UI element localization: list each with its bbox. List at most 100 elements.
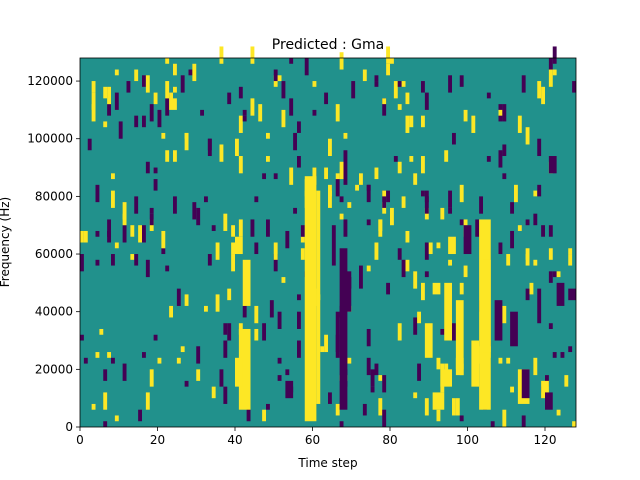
- cell-high: [328, 138, 332, 157]
- cell-low: [238, 86, 243, 99]
- cell-high: [405, 92, 410, 105]
- cell-low: [459, 219, 464, 226]
- cell-high: [304, 176, 317, 422]
- cell-high: [235, 357, 243, 387]
- cell-low: [149, 213, 154, 226]
- cell-low: [111, 254, 115, 266]
- cell-high: [122, 202, 127, 220]
- x-tick-label: 40: [227, 433, 242, 447]
- cell-high: [436, 357, 441, 370]
- cell-low: [382, 98, 387, 116]
- cell-high: [111, 190, 115, 208]
- cell-low: [207, 254, 212, 266]
- cell-high: [541, 86, 546, 105]
- cell-low: [134, 196, 139, 214]
- cell-low: [452, 132, 456, 145]
- cell-low: [223, 340, 228, 358]
- cell-low: [122, 363, 127, 381]
- cell-low: [486, 156, 491, 162]
- cell-high: [145, 392, 150, 410]
- cell-high: [517, 225, 522, 231]
- cell-high: [114, 415, 119, 422]
- cell-high: [413, 392, 418, 399]
- cell-low: [211, 225, 216, 231]
- cell-high: [386, 46, 391, 64]
- cell-high: [242, 259, 251, 306]
- cell-high: [452, 398, 456, 416]
- cell-high: [180, 346, 185, 353]
- cell-high: [568, 254, 573, 266]
- cell-high: [231, 242, 236, 255]
- cell-low: [149, 104, 154, 122]
- cell-high: [258, 104, 263, 122]
- x-tick-label: 20: [150, 433, 165, 447]
- y-tick-label: 20000: [35, 362, 73, 376]
- cell-low: [366, 184, 371, 191]
- cell-high: [525, 127, 530, 145]
- cell-high: [165, 150, 170, 162]
- cell-high: [149, 369, 154, 387]
- cell-high: [254, 328, 259, 341]
- cell-low: [219, 369, 224, 387]
- cell-high: [556, 409, 561, 416]
- cell-high: [273, 75, 278, 87]
- cell-high: [335, 173, 340, 180]
- cell-high: [424, 398, 429, 416]
- cell-high: [533, 190, 538, 197]
- cell-low: [548, 58, 553, 70]
- cell-high: [405, 115, 410, 133]
- cell-low: [421, 81, 425, 93]
- x-tick-label: 0: [76, 433, 84, 447]
- cell-high: [413, 271, 418, 289]
- cell-high: [91, 403, 96, 410]
- cell-low: [448, 207, 453, 214]
- cell-high: [262, 409, 267, 422]
- cell-low: [448, 75, 453, 93]
- cell-low: [223, 386, 228, 404]
- cell-high: [91, 81, 96, 93]
- cell-low: [339, 421, 344, 427]
- cell-high: [219, 46, 224, 64]
- cell-high: [506, 357, 511, 364]
- cell-high: [401, 196, 406, 208]
- cell-low: [328, 392, 332, 404]
- cell-low: [374, 363, 379, 376]
- cell-high: [417, 311, 422, 324]
- cell-low: [196, 346, 201, 364]
- cell-high: [312, 167, 317, 185]
- cell-high: [324, 334, 329, 353]
- cell-low: [297, 121, 301, 133]
- cell-high: [266, 132, 270, 139]
- cell-high: [471, 340, 480, 387]
- cell-low: [521, 415, 526, 427]
- cell-high: [432, 282, 437, 295]
- cell-high: [231, 254, 236, 272]
- cell-low: [568, 288, 576, 301]
- cell-high: [424, 323, 433, 358]
- cell-high: [498, 357, 503, 364]
- cell-low: [560, 352, 565, 358]
- cell-high: [316, 190, 321, 404]
- y-axis: 0 20000 40000 60000 80000 100000 120000: [27, 74, 80, 434]
- cell-low: [374, 75, 379, 82]
- cell-low: [142, 225, 146, 243]
- cell-low: [297, 294, 301, 301]
- cell-low: [374, 81, 379, 87]
- cell-low: [165, 98, 170, 116]
- cell-low: [366, 328, 371, 347]
- cell-high: [277, 75, 282, 82]
- cell-high: [91, 92, 96, 110]
- cell-low: [242, 305, 247, 318]
- cell-high: [378, 219, 383, 231]
- cell-high: [374, 242, 379, 260]
- cell-high: [514, 184, 518, 203]
- cell-low: [351, 81, 356, 99]
- cell-low: [207, 138, 212, 151]
- cell-high: [347, 202, 352, 208]
- cell-high: [153, 92, 158, 105]
- x-tick-label: 60: [305, 433, 320, 447]
- cell-low: [537, 184, 542, 197]
- y-tick-label: 100000: [27, 132, 73, 146]
- cell-low: [111, 357, 115, 364]
- cell-low: [525, 219, 530, 226]
